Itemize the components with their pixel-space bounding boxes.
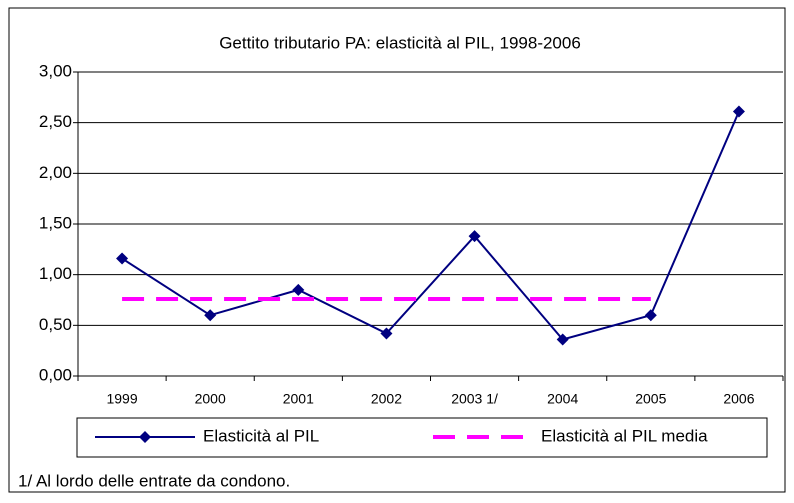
x-tick-label: 2004 — [547, 391, 578, 407]
legend-label: Elasticità al PIL — [203, 426, 319, 445]
x-tick-label: 1999 — [106, 391, 137, 407]
series-line — [121, 111, 740, 341]
y-tick-label: 1,50 — [39, 213, 72, 232]
marker — [732, 105, 745, 118]
marker — [644, 309, 657, 322]
y-tick-label: 2,50 — [39, 112, 72, 131]
y-tick-label: 1,00 — [39, 264, 72, 283]
chart-title: Gettito tributario PA: elasticità al PIL… — [219, 33, 581, 52]
x-tick-label: 2006 — [723, 391, 754, 407]
marker — [204, 309, 217, 322]
x-tick-label: 2000 — [195, 391, 226, 407]
x-tick-label: 2002 — [371, 391, 402, 407]
marker — [116, 252, 129, 265]
legend-marker — [139, 431, 151, 443]
chart-border — [8, 7, 786, 493]
marker — [556, 333, 569, 346]
x-tick-label: 2005 — [635, 391, 666, 407]
y-tick-label: 2,00 — [39, 163, 72, 182]
marker — [380, 327, 393, 340]
footnote: 1/ Al lordo delle entrate da condono. — [18, 471, 290, 490]
marker — [292, 283, 305, 296]
legend-label: Elasticità al PIL media — [541, 426, 708, 445]
y-tick-label: 0,50 — [39, 315, 72, 334]
x-tick-label: 2001 — [283, 391, 314, 407]
marker — [468, 230, 481, 243]
y-tick-label: 0,00 — [39, 365, 72, 384]
y-tick-label: 3,00 — [39, 61, 72, 80]
x-tick-label: 2003 1/ — [451, 391, 498, 407]
